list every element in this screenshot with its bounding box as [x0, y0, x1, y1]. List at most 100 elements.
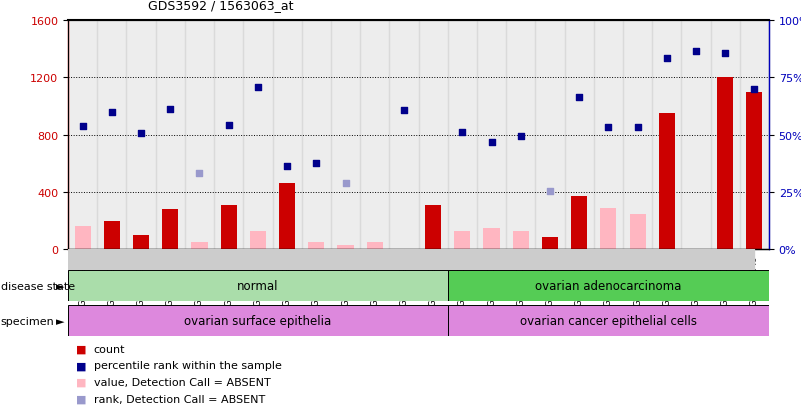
Point [748, 86, 761, 93]
Point [164, 106, 177, 113]
Bar [521, 250, 550, 271]
Bar [448, 306, 769, 337]
Text: ovarian surface epithelia: ovarian surface epithelia [184, 315, 332, 328]
Bar [316, 250, 345, 271]
Bar [112, 250, 141, 271]
Bar [360, 21, 389, 250]
Bar [185, 21, 214, 250]
Bar [477, 21, 506, 250]
Text: GDS3592 / 1563063_at: GDS3592 / 1563063_at [148, 0, 294, 12]
Bar [141, 250, 171, 271]
Text: disease state: disease state [1, 281, 75, 291]
Point [252, 85, 264, 91]
Bar [448, 21, 477, 250]
Text: ■: ■ [76, 361, 87, 370]
Bar [666, 250, 696, 271]
Bar [462, 250, 492, 271]
Bar [506, 21, 535, 250]
Bar [97, 21, 127, 250]
Bar [279, 184, 295, 250]
Bar [696, 250, 725, 271]
Bar [104, 221, 120, 250]
Bar [163, 210, 179, 250]
Text: percentile rank within the sample: percentile rank within the sample [94, 361, 282, 370]
Point [310, 161, 323, 167]
Point [339, 180, 352, 187]
Text: rank, Detection Call = ABSENT: rank, Detection Call = ABSENT [94, 394, 265, 404]
Point [456, 129, 469, 136]
Bar [54, 250, 83, 271]
Point [485, 139, 498, 146]
Bar [484, 228, 500, 250]
Bar [425, 205, 441, 250]
Bar [550, 250, 579, 271]
Point [544, 188, 557, 195]
Bar [418, 21, 448, 250]
Bar [623, 21, 652, 250]
Text: normal: normal [237, 280, 279, 292]
Bar [250, 231, 266, 250]
Text: ■: ■ [76, 344, 87, 354]
Bar [220, 205, 237, 250]
Bar [600, 208, 617, 250]
Point [718, 50, 731, 57]
Bar [199, 250, 229, 271]
Point [602, 125, 614, 131]
Bar [214, 21, 244, 250]
Bar [258, 250, 287, 271]
Point [514, 133, 527, 140]
Bar [682, 21, 710, 250]
Bar [710, 21, 740, 250]
Text: ►: ► [55, 281, 64, 291]
Point [690, 49, 702, 55]
Bar [337, 246, 353, 250]
Text: specimen: specimen [1, 316, 54, 326]
Bar [454, 231, 470, 250]
Bar [658, 114, 674, 250]
Bar [308, 243, 324, 250]
Text: ■: ■ [76, 377, 87, 387]
Bar [331, 21, 360, 250]
Bar [229, 250, 258, 271]
Bar [287, 250, 316, 271]
Bar [725, 250, 755, 271]
Bar [571, 197, 587, 250]
Point [106, 109, 119, 116]
Bar [244, 21, 272, 250]
Point [280, 164, 293, 170]
Bar [83, 250, 112, 271]
Bar [171, 250, 199, 271]
Point [193, 171, 206, 177]
Bar [542, 237, 558, 250]
Bar [302, 21, 331, 250]
Bar [747, 92, 763, 250]
Bar [513, 231, 529, 250]
Bar [740, 21, 769, 250]
Text: ovarian adenocarcinoma: ovarian adenocarcinoma [535, 280, 682, 292]
Text: ►: ► [55, 316, 64, 326]
Bar [579, 250, 608, 271]
Bar [345, 250, 375, 271]
Bar [608, 250, 638, 271]
Bar [594, 21, 623, 250]
Bar [535, 21, 565, 250]
Text: ovarian cancer epithelial cells: ovarian cancer epithelial cells [520, 315, 697, 328]
Bar [127, 21, 155, 250]
Bar [448, 271, 769, 301]
Point [223, 122, 235, 128]
Bar [717, 78, 733, 250]
Bar [68, 271, 448, 301]
Bar [367, 243, 383, 250]
Bar [272, 21, 302, 250]
Bar [74, 227, 91, 250]
Bar [389, 21, 418, 250]
Bar [68, 306, 448, 337]
Bar [565, 21, 594, 250]
Bar [433, 250, 462, 271]
Point [397, 108, 410, 114]
Point [76, 123, 89, 130]
Bar [630, 214, 646, 250]
Point [660, 56, 673, 63]
Bar [375, 250, 404, 271]
Bar [68, 21, 97, 250]
